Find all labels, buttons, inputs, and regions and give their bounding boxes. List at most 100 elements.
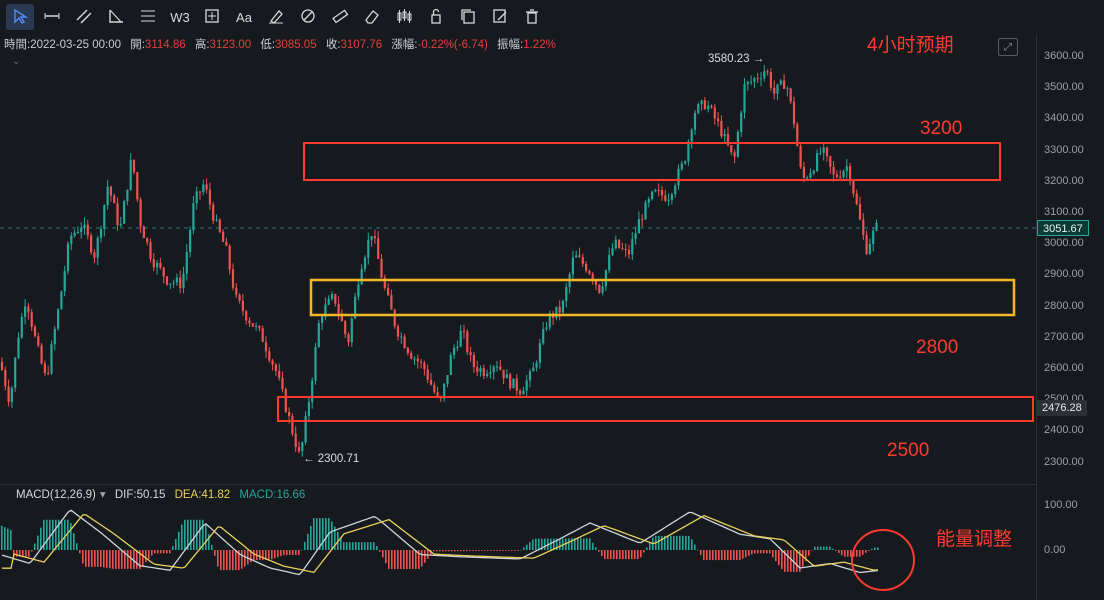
candle-body	[337, 303, 340, 314]
horizontal-line-tool[interactable]	[38, 4, 66, 30]
eraser-tool[interactable]	[358, 4, 386, 30]
candle-body	[825, 147, 829, 157]
candle-body	[360, 269, 363, 285]
macd-title[interactable]: MACD(12,26,9)	[16, 489, 96, 501]
candle-body	[449, 354, 452, 375]
macd-hist-bar	[127, 550, 129, 569]
candle-body	[189, 230, 192, 252]
macd-hist-bar	[289, 550, 291, 556]
macd-hist-bar	[319, 518, 321, 550]
macd-hist-bar	[67, 519, 69, 550]
macd-hist-bar	[661, 535, 663, 550]
macd-hist-bar	[439, 550, 441, 552]
macd-hist-bar	[814, 546, 816, 550]
price-tick-label: 3000.00	[1044, 237, 1084, 250]
candle-body	[152, 258, 155, 268]
candle-body	[680, 163, 683, 169]
delete-tool[interactable]	[518, 4, 546, 30]
macd-hist-bar	[97, 550, 99, 567]
macd-hist-bar	[415, 550, 417, 570]
magnet-tool[interactable]	[294, 4, 322, 30]
candle-body	[819, 152, 822, 154]
candle-body	[750, 81, 753, 83]
candle-body	[383, 277, 386, 288]
candle-body	[618, 239, 621, 248]
macd-hist-bar	[19, 550, 21, 557]
magnet-icon	[299, 7, 317, 28]
candle-body	[489, 372, 492, 374]
amplitude-label: 振幅:	[497, 39, 524, 51]
candle-body	[423, 362, 426, 370]
low-value: 3085.05	[275, 39, 317, 51]
candle-body	[347, 334, 350, 343]
macd-hist-bar	[721, 550, 723, 561]
marker-icon	[267, 7, 285, 28]
candle-body	[647, 198, 650, 203]
marker-tool[interactable]	[262, 4, 290, 30]
chevron-down-icon[interactable]: ⌄	[12, 56, 21, 67]
candle-body	[730, 145, 733, 153]
macd-hist-bar	[796, 550, 798, 572]
lock-tool[interactable]	[422, 4, 450, 30]
zone-2500-box[interactable]	[277, 396, 1034, 422]
macd-hist-bar	[31, 550, 33, 552]
macd-hist-bar	[553, 538, 555, 550]
candle-body	[436, 392, 439, 397]
candle-body	[281, 377, 284, 390]
price-tick-label: 2700.00	[1044, 330, 1084, 343]
macd-hist-bar	[685, 535, 687, 550]
candle-style-tool[interactable]	[390, 4, 418, 30]
candle-body	[799, 146, 802, 168]
macd-highlight-circle[interactable]	[851, 529, 915, 591]
time-value: 2022-03-25 00:00	[30, 39, 122, 51]
macd-hist-bar	[85, 550, 87, 567]
macd-hist-bar	[694, 544, 696, 550]
cursor-icon	[11, 7, 29, 28]
candle-body	[218, 219, 221, 232]
angle-tool[interactable]	[102, 4, 130, 30]
wave-tool[interactable]: W3	[166, 4, 194, 30]
macd-hist-bar	[142, 550, 144, 566]
macd-hist-bar	[700, 550, 702, 555]
candle-body	[693, 113, 697, 130]
candle-body	[57, 309, 60, 329]
zone-2800-box[interactable]	[309, 278, 1016, 317]
macd-hist-bar	[154, 550, 156, 554]
candle-body	[558, 306, 561, 313]
candle-body	[165, 276, 169, 285]
ruler-tool[interactable]	[326, 4, 354, 30]
macd-hist-bar	[463, 550, 465, 552]
cursor-tool[interactable]	[6, 4, 34, 30]
candle-body	[47, 372, 50, 374]
macd-dif-value: DIF:50.15	[114, 489, 166, 501]
candle-body	[278, 370, 281, 378]
parallel-channel-tool[interactable]	[70, 4, 98, 30]
macd-hist-bar	[823, 546, 825, 550]
price-axis[interactable]	[1036, 34, 1104, 600]
macd-hist-bar	[76, 543, 78, 550]
macd-hist-bar	[538, 538, 540, 550]
macd-hist-bar	[640, 550, 642, 558]
fullscreen-icon[interactable]: ⤢	[998, 38, 1018, 56]
candle-body	[842, 171, 845, 178]
text-tool[interactable]: Aa	[230, 4, 258, 30]
caret-down-icon[interactable]: ▾	[99, 489, 106, 501]
macd-hist-bar	[793, 550, 795, 572]
high-label: 高:	[194, 39, 210, 51]
edit-tool[interactable]	[486, 4, 514, 30]
candle-body	[119, 223, 122, 226]
copy-tool[interactable]	[454, 4, 482, 30]
fibonacci-tool[interactable]	[134, 4, 162, 30]
zone-3200-box[interactable]	[303, 142, 1001, 181]
edit-icon	[491, 7, 509, 28]
candle-body	[291, 416, 294, 434]
measure-tool[interactable]	[198, 4, 226, 30]
pane-divider[interactable]	[0, 484, 1036, 485]
candle-body	[7, 386, 10, 402]
macd-hist-bar	[598, 550, 600, 552]
macd-hist-bar	[472, 550, 474, 551]
horizontal-line-icon	[43, 7, 61, 28]
candle-body	[832, 166, 835, 175]
candle-body	[482, 368, 485, 377]
